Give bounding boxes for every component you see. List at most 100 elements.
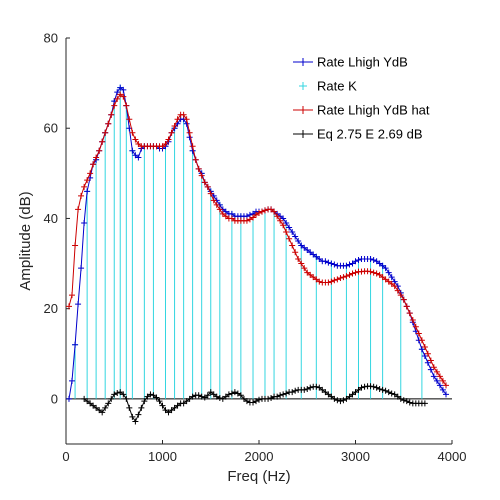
data-point xyxy=(231,389,238,396)
series-2 xyxy=(65,91,450,389)
data-point xyxy=(78,265,85,272)
data-point xyxy=(165,136,172,143)
data-point xyxy=(343,273,350,280)
data-point xyxy=(289,389,296,396)
data-point xyxy=(328,278,335,285)
data-point xyxy=(123,102,130,109)
x-tick-label: 3000 xyxy=(341,449,370,464)
data-point xyxy=(168,129,175,136)
axes: 0 1000 2000 3000 4000 0 20 40 60 80 xyxy=(44,31,467,465)
data-point xyxy=(412,323,419,330)
data-point xyxy=(427,357,434,364)
data-point xyxy=(265,395,272,402)
data-point xyxy=(159,402,166,409)
data-point xyxy=(258,208,265,215)
plot-area xyxy=(65,84,452,425)
data-point xyxy=(93,154,100,161)
data-point xyxy=(65,395,72,402)
data-point xyxy=(174,402,181,409)
data-point xyxy=(301,386,308,393)
data-point xyxy=(373,270,380,277)
data-point xyxy=(75,301,82,308)
data-point xyxy=(213,201,220,208)
data-point xyxy=(129,413,136,420)
data-point xyxy=(403,398,410,405)
data-point xyxy=(346,271,353,278)
data-point xyxy=(216,394,223,401)
data-point xyxy=(352,269,359,276)
data-point xyxy=(436,382,443,389)
data-point xyxy=(165,409,172,416)
data-point xyxy=(397,395,404,402)
data-point xyxy=(277,392,284,399)
data-point xyxy=(162,141,169,148)
data-point xyxy=(388,274,395,281)
data-point xyxy=(292,387,299,394)
data-point xyxy=(126,404,133,411)
data-point xyxy=(93,404,100,411)
data-point xyxy=(385,269,392,276)
data-point xyxy=(138,404,145,411)
data-point xyxy=(406,399,413,406)
data-point xyxy=(370,269,377,276)
data-point xyxy=(388,390,395,397)
data-point xyxy=(310,274,317,281)
data-point xyxy=(111,102,118,109)
data-point xyxy=(65,303,72,310)
data-point xyxy=(349,270,356,277)
data-point xyxy=(186,129,193,136)
data-point xyxy=(355,256,362,263)
data-point xyxy=(141,398,148,405)
data-point xyxy=(250,214,257,221)
data-point xyxy=(250,399,257,406)
data-point xyxy=(198,172,205,179)
data-point xyxy=(280,391,287,398)
data-point xyxy=(316,278,323,285)
data-point xyxy=(129,129,136,136)
data-point xyxy=(72,341,79,348)
data-point xyxy=(424,350,431,357)
data-point xyxy=(204,183,211,190)
data-point xyxy=(222,213,229,220)
data-point xyxy=(174,116,181,123)
data-point xyxy=(243,217,250,224)
data-point xyxy=(256,396,262,403)
data-point xyxy=(78,192,85,199)
data-point xyxy=(72,242,79,249)
data-point xyxy=(135,411,142,418)
data-point xyxy=(400,296,407,303)
data-point xyxy=(382,265,389,272)
x-tick-label: 0 xyxy=(62,449,69,464)
data-point xyxy=(358,384,365,391)
data-point xyxy=(271,208,278,215)
data-point xyxy=(367,256,374,263)
data-point xyxy=(403,303,410,310)
data-point xyxy=(304,385,311,392)
data-point xyxy=(415,330,422,337)
data-point xyxy=(443,382,450,389)
data-point xyxy=(96,147,103,154)
data-point xyxy=(337,274,344,281)
data-point xyxy=(310,251,317,258)
data-point xyxy=(319,386,326,393)
data-point xyxy=(436,373,443,380)
data-point xyxy=(292,249,299,256)
data-point xyxy=(117,389,124,396)
data-point xyxy=(295,256,302,263)
legend-entry: Eq 2.75 E 2.69 dB xyxy=(293,127,423,142)
data-point xyxy=(370,383,377,390)
legend: Rate Lhigh YdB Rate K Rate Lhigh YdB hat Eq… xyxy=(293,55,430,142)
data-point xyxy=(243,398,250,405)
data-point xyxy=(261,207,268,214)
legend-entry: Rate Lhigh YdB hat xyxy=(293,103,430,118)
legend-entry: Rate Lhigh YdB xyxy=(293,55,408,70)
data-point xyxy=(150,392,157,399)
data-point xyxy=(253,398,260,405)
data-point xyxy=(443,391,450,398)
data-point xyxy=(201,179,208,186)
data-point xyxy=(283,228,290,235)
data-point xyxy=(325,259,332,266)
data-point xyxy=(195,165,202,172)
data-point xyxy=(81,219,88,226)
data-point xyxy=(322,258,329,265)
